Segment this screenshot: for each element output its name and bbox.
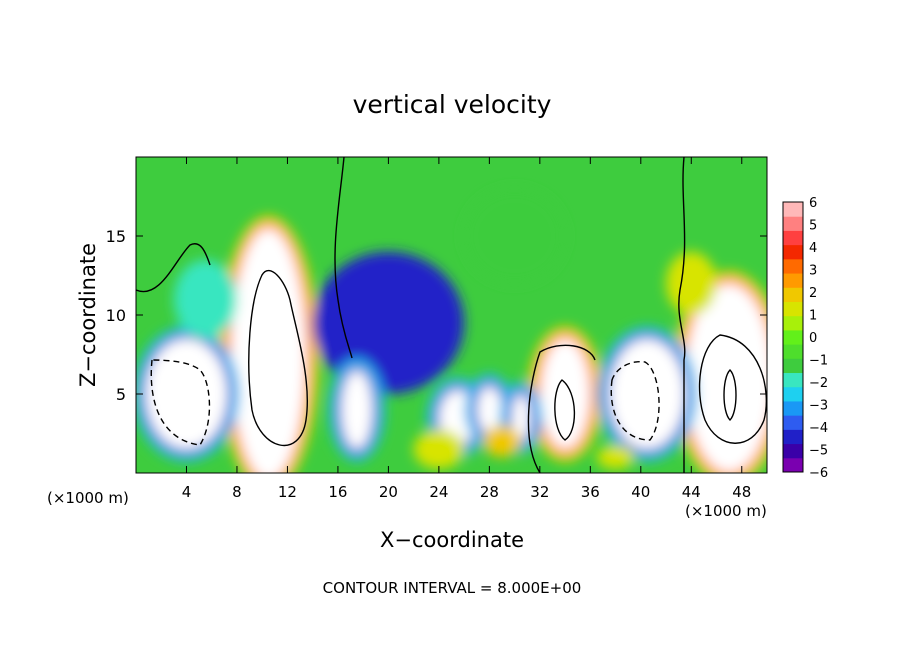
field-cell <box>413 429 465 470</box>
field-cell <box>511 394 531 442</box>
x-tick-label: 48 <box>732 483 751 501</box>
x-axis-label: X−coordinate <box>380 528 524 552</box>
x-tick-label: 16 <box>328 483 347 501</box>
colorbar-swatch <box>783 287 803 302</box>
colorbar-swatch <box>783 457 803 473</box>
positive-contour <box>698 334 767 444</box>
colorbar-swatch <box>783 344 803 359</box>
colorbar-label: −3 <box>809 399 828 414</box>
y-tick-label: 15 <box>106 227 126 246</box>
zero-contour <box>334 157 353 359</box>
colorbar-swatch <box>783 258 803 274</box>
zero-contour <box>136 243 211 293</box>
colorbar-swatch <box>783 429 803 445</box>
colorbar-swatch <box>783 443 803 459</box>
field-cell <box>596 445 635 470</box>
colorbar-label: 1 <box>809 309 817 324</box>
colorbar-swatch <box>783 415 803 430</box>
colorbar-label: 6 <box>809 196 817 211</box>
contour-lines <box>136 157 767 473</box>
field-cell <box>341 370 373 450</box>
colorbar-swatch <box>783 230 803 246</box>
x-tick-label: 40 <box>631 483 650 501</box>
x-tick-label: 4 <box>182 483 192 501</box>
negative-contour <box>150 359 211 446</box>
colorbar-label: 3 <box>809 264 817 279</box>
field-cell <box>666 251 717 315</box>
velocity-field <box>136 157 767 473</box>
x-tick-label: 32 <box>530 483 549 501</box>
x-tick-label: 12 <box>278 483 297 501</box>
colorbar-label: 5 <box>809 219 817 234</box>
x-tick-label: 44 <box>682 483 701 501</box>
colorbar-label: 0 <box>809 331 817 346</box>
field-cell <box>173 259 237 339</box>
colorbar-frame <box>782 201 804 473</box>
colorbar-swatch <box>783 244 803 260</box>
y-axis-label: Z−coordinate <box>76 243 100 387</box>
colorbar-label: 4 <box>809 241 817 256</box>
x-unit-right: (×1000 m) <box>685 502 767 520</box>
colorbar-swatch <box>783 315 803 331</box>
colorbar-swatch <box>783 358 803 374</box>
colorbar-label: −5 <box>809 444 828 459</box>
x-tick-label: 20 <box>379 483 398 501</box>
colorbar: 6 5 4 3 2 1 0 −1 −2 −3 −4 −5 −6 <box>782 196 828 481</box>
y-tick-label: 5 <box>116 385 126 404</box>
field-cell <box>609 338 685 450</box>
colorbar-swatch <box>783 400 803 416</box>
colorbar-label: −6 <box>809 466 828 481</box>
y-axis: 5 10 15 <box>106 227 767 404</box>
x-tick-label: 24 <box>429 483 448 501</box>
colorbar-label: −1 <box>809 354 828 369</box>
x-unit-left: (×1000 m) <box>47 489 129 507</box>
colorbar-label: −4 <box>809 421 828 436</box>
field-cell <box>483 425 521 458</box>
chart-title: vertical velocity <box>353 90 552 119</box>
field-cell <box>539 338 591 450</box>
colorbar-swatch <box>783 372 803 388</box>
colorbar-swatch <box>783 202 803 217</box>
field-cell <box>464 188 566 284</box>
colorbar-swatch <box>783 273 803 288</box>
x-tick-label: 28 <box>480 483 499 501</box>
field-cell <box>145 338 228 450</box>
colorbar-label: 2 <box>809 286 817 301</box>
positive-contour <box>723 369 737 421</box>
y-tick-label: 10 <box>106 306 126 325</box>
colorbar-label: −2 <box>809 376 828 391</box>
negative-contour <box>610 361 660 441</box>
colorbar-swatch <box>783 301 803 317</box>
x-tick-label: 36 <box>581 483 600 501</box>
field-cell <box>230 228 307 473</box>
x-tick-label: 8 <box>232 483 242 501</box>
positive-contour <box>248 269 309 447</box>
positive-contour <box>554 379 576 441</box>
field-cell <box>312 251 465 394</box>
colorbar-swatch <box>783 329 803 345</box>
x-axis: 4 8 12 16 20 24 28 32 36 40 44 48 <box>182 157 751 501</box>
zero-contour <box>527 344 596 473</box>
colorbar-swatch <box>783 216 803 231</box>
field-cell <box>476 386 502 434</box>
colorbar-swatch <box>783 386 803 402</box>
zero-contour <box>678 157 686 473</box>
contour-interval-footer: CONTOUR INTERVAL = 8.000E+00 <box>323 579 582 597</box>
